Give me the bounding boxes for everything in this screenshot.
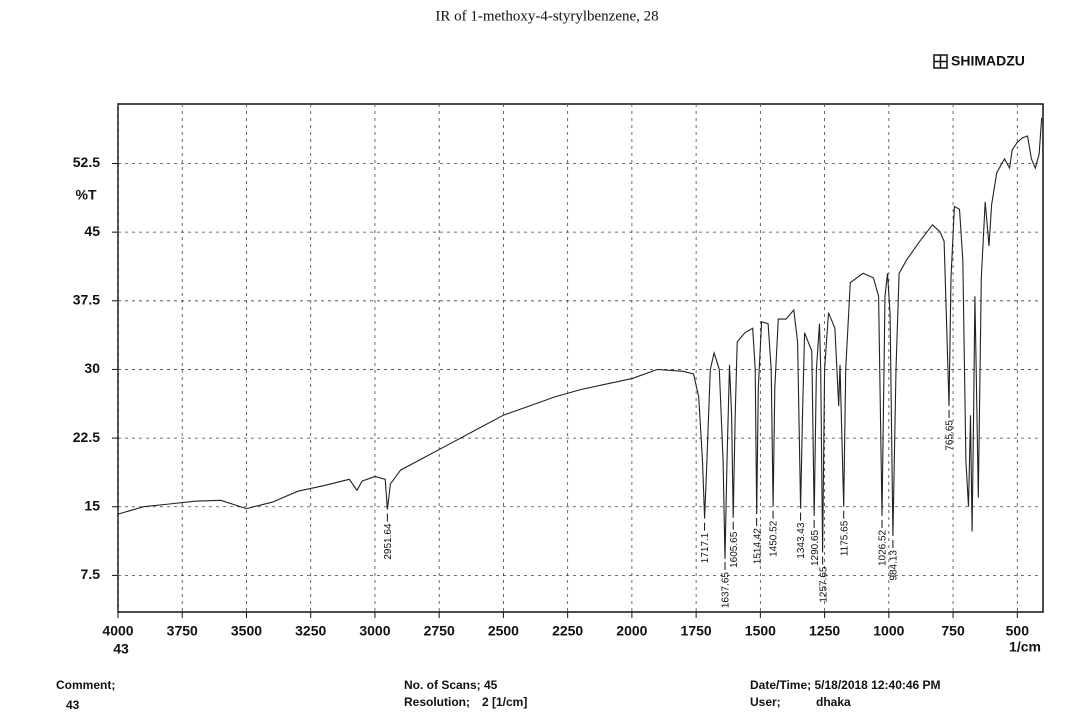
peak-label: 1290.65 xyxy=(810,529,821,566)
x-tick-label: 3250 xyxy=(295,623,326,639)
footer-label: User; xyxy=(750,695,781,709)
peak-label: 1605.65 xyxy=(729,531,740,568)
x-tick-label: 2000 xyxy=(616,623,647,639)
x-tick-label: 1500 xyxy=(745,623,776,639)
y-tick-label: 37.5 xyxy=(73,291,100,307)
chart-title: IR of 1-methoxy-4-styrylbenzene, 28 xyxy=(435,8,658,24)
x-tick-label: 3750 xyxy=(167,623,198,639)
peak-label: 1026.52 xyxy=(878,529,889,566)
x-tick-label: 3000 xyxy=(359,623,390,639)
x-tick-label: 500 xyxy=(1006,623,1030,639)
y-axis-label: %T xyxy=(76,187,97,203)
peak-label: 1514.42 xyxy=(752,528,763,565)
x-tick-label: 1750 xyxy=(681,623,712,639)
peak-label: 1637.65 xyxy=(721,572,732,609)
peak-label: 765.65 xyxy=(945,420,956,451)
x-tick-label: 1250 xyxy=(809,623,840,639)
corner-label: 43 xyxy=(113,641,129,657)
brand: SHIMADZU xyxy=(951,53,1025,69)
peak-label: 1257.65 xyxy=(818,566,829,603)
x-tick-label: 1000 xyxy=(873,623,904,639)
peak-label: 2951.64 xyxy=(383,523,394,560)
peak-label: 984.13 xyxy=(889,550,900,581)
x-tick-label: 2500 xyxy=(488,623,519,639)
peak-label: 1343.43 xyxy=(796,522,807,559)
footer-value: 43 xyxy=(66,698,80,712)
plot-frame xyxy=(117,103,1044,613)
footer-label: No. of Scans; 45 xyxy=(404,678,498,692)
peak-label: 1175.65 xyxy=(839,520,850,556)
peak-label: 1717.1 xyxy=(700,532,711,563)
peak-label: 1450.52 xyxy=(769,520,780,557)
footer-label: Date/Time; 5/18/2018 12:40:46 PM xyxy=(750,678,941,692)
footer-value: 2 [1/cm] xyxy=(482,695,527,709)
x-axis-label: 1/cm xyxy=(1009,639,1041,655)
y-tick-label: 7.5 xyxy=(81,566,101,582)
footer-label: Comment; xyxy=(56,678,115,692)
x-tick-label: 2250 xyxy=(552,623,583,639)
footer-value: dhaka xyxy=(816,695,851,709)
y-tick-label: 30 xyxy=(84,360,100,376)
footer-label: Resolution; xyxy=(404,695,470,709)
x-tick-label: 4000 xyxy=(102,623,133,639)
x-tick-label: 3500 xyxy=(231,623,262,639)
x-tick-label: 750 xyxy=(941,623,965,639)
spectrum-line xyxy=(117,117,1043,559)
y-tick-label: 45 xyxy=(84,223,100,239)
y-tick-label: 22.5 xyxy=(73,429,100,445)
y-tick-label: 52.5 xyxy=(73,154,100,170)
y-tick-label: 15 xyxy=(84,497,100,513)
x-tick-label: 2750 xyxy=(424,623,455,639)
